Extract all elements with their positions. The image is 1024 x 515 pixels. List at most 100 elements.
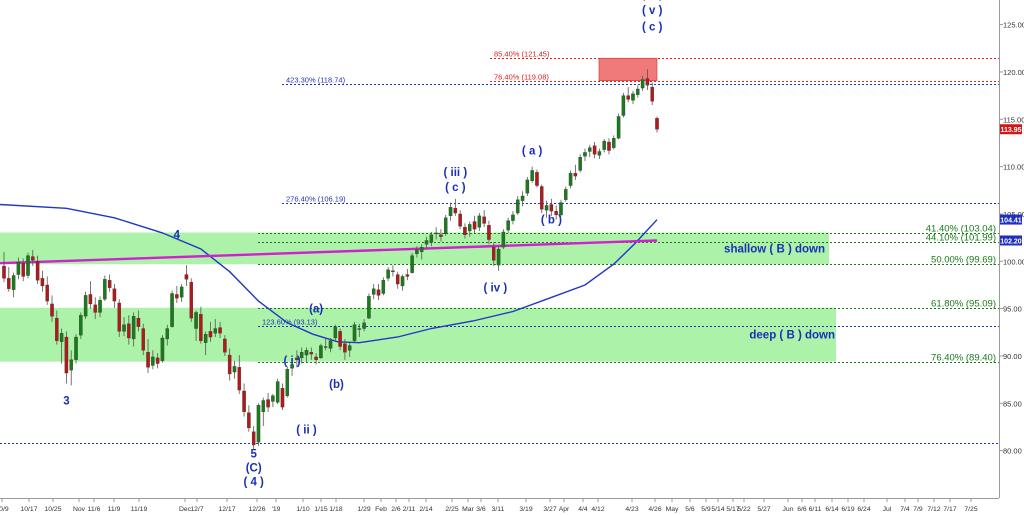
magenta-moving-average [0,239,658,265]
candle-body-75 [362,322,366,329]
candle-body-104 [501,231,506,248]
candle-body-6 [31,256,35,261]
wave-label-12: 4 [174,230,181,242]
candle-body-67 [323,346,328,348]
candle-body-88 [424,240,429,245]
x-tick-label-39: 6/6 [797,506,807,513]
x-tick-label-16: Feb [375,506,387,513]
price-tag-1-bg [1000,235,1022,246]
candle-body-94 [453,208,458,214]
fib-label-1: 76.40% (119.08) [494,73,549,82]
wave-label-8: (a) [309,303,323,315]
price-tag-1: 102.20 [1000,238,1022,245]
x-tick-label-5: 11/9 [108,506,121,513]
last-price-tag-bg [1000,124,1022,135]
candle-body-22 [107,280,112,288]
candle-body-50 [242,390,246,412]
candle-body-112 [540,186,544,210]
candle-body-64 [309,352,314,355]
x-tick-label-26: Apr [559,506,570,513]
x-tick-label-10: 12/26 [248,506,265,513]
candle-body-28 [136,317,141,327]
x-tick-label-34: 5/14 [711,506,724,513]
wave-labels: ( A ) ( v ) ( c ) ( iii ) ( c ) ( a ) ( b ) ( i… [63,0,663,489]
candle-body-0 [2,265,6,279]
x-tick-label-48: 7/17 [943,506,956,513]
candle-body-14 [69,359,73,371]
x-tick-label-21: Mar [462,506,474,513]
x-tick-label-42: 6/19 [841,506,854,513]
wave-label-9: ( i ) [283,356,300,368]
candle-body-123 [592,145,597,155]
candle-body-90 [434,232,438,235]
candle-body-128 [616,116,621,139]
candle-body-16 [79,315,83,336]
x-tick-label-17: 2/6 [391,506,401,513]
candle-body-74 [357,328,362,330]
candle-body-33 [160,337,165,361]
candle-body-122 [588,147,592,152]
candle-body-106 [511,214,515,221]
x-tick-label-15: 1/29 [357,506,370,513]
candle-body-9 [45,284,49,302]
x-tick-label-14: 1/18 [329,506,342,513]
candle-body-5 [26,255,30,276]
candle-body-76 [367,296,371,319]
candle-body-130 [626,95,630,100]
candle-body-38 [184,274,189,280]
candle-body-87 [419,246,424,252]
x-tick-label-3: Nov [73,506,86,513]
candle-body-27 [131,316,136,340]
candle-body-61 [295,357,299,360]
candle-body-120 [578,157,582,171]
candle-body-3 [16,262,21,275]
wave-label-11: ( ii ) [296,425,317,437]
x-tick-label-25: 3/27 [543,506,556,513]
x-tick-label-29: 4/23 [625,506,638,513]
price-tags: 113.95 104.41 102.20 [1000,124,1022,246]
x-tick-label-27: 4/4 [578,506,588,513]
wave-label-4: ( c ) [445,182,466,194]
candle-body-131 [631,93,635,101]
candle-body-23 [112,288,117,302]
candle-body-125 [602,140,606,150]
y-tick-label-9: 125.00 [1003,21,1024,30]
candle-body-11 [55,317,59,341]
candle-body-48 [232,366,237,373]
moving-averages [0,203,658,344]
x-tick-label-36: 5/22 [737,506,750,513]
x-tick-label-30: 4/26 [648,506,661,513]
candle-body-59 [285,369,290,396]
candle-body-71 [343,343,347,353]
candle-body-7 [35,261,40,281]
wave-label-1: ( v ) [642,5,663,17]
y-tick-label-1: 85.00 [1003,399,1022,408]
candle-body-49 [237,367,242,391]
candle-body-127 [612,138,616,148]
candle-body-12 [59,333,64,342]
candle-body-110 [530,170,534,181]
candle-body-55 [266,399,270,408]
x-tick-label-1: 10/17 [20,506,37,513]
wave-label-15: (C) [246,462,262,474]
candle-body-62 [299,352,304,359]
candle-body-117 [564,189,568,200]
wave-label-3: ( iii ) [444,167,468,179]
candle-body-80 [386,269,390,279]
candle-body-1 [7,278,11,289]
x-tick-label-35: 5/17 [726,506,739,513]
x-tick-label-7: Dec [179,506,192,513]
candle-body-35 [170,293,174,327]
candle-body-25 [122,324,126,332]
y-tick-label-2: 90.00 [1003,352,1022,361]
fib-label-7: 50.00% (99.69) [931,255,996,266]
candle-body-124 [597,151,602,156]
fib-label-3: 276.40% (106.19) [286,195,346,204]
candle-body-66 [319,345,323,359]
price-candles [2,69,659,450]
x-tick-label-13: 1/15 [314,506,327,513]
x-tick-label-20: 2/25 [445,506,458,513]
candle-body-83 [400,276,405,287]
candle-body-107 [516,199,520,214]
fib-label-0: 85.40% (121.45) [494,50,550,59]
